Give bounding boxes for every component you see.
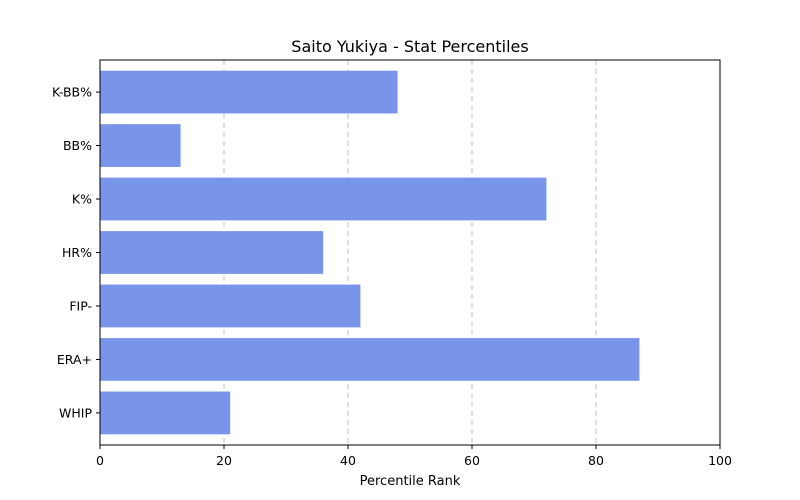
y-tick-label: K-BB% — [52, 85, 92, 100]
bar-whip — [100, 391, 231, 435]
bar-bb- — [100, 124, 181, 167]
x-tick-label: 100 — [708, 453, 732, 468]
y-tick-label: HR% — [62, 245, 92, 260]
bar-k-bb- — [100, 70, 398, 114]
x-tick-label: 60 — [464, 453, 480, 468]
y-tick-label: FIP- — [69, 298, 92, 313]
x-ticks: 0 20 40 60 80 100 — [96, 445, 732, 468]
x-tick-label: 80 — [588, 453, 604, 468]
y-tick-label: ERA+ — [57, 352, 92, 367]
y-tick-label: WHIP — [59, 405, 92, 420]
y-ticks: WHIP ERA+ FIP- HR% K% BB% K-BB% — [52, 85, 100, 420]
x-axis-label: Percentile Rank — [360, 474, 461, 489]
y-tick-label: K% — [72, 192, 92, 207]
bar-hr- — [100, 231, 324, 274]
bar-fip- — [100, 284, 361, 328]
bar-k- — [100, 177, 547, 221]
bar-layer — [100, 70, 640, 435]
x-tick-label: 0 — [96, 453, 104, 468]
chart-title: Saito Yukiya - Stat Percentiles — [291, 37, 528, 56]
x-tick-label: 40 — [340, 453, 356, 468]
bar-era- — [100, 338, 640, 381]
x-tick-label: 20 — [216, 453, 232, 468]
y-tick-label: BB% — [63, 138, 92, 153]
